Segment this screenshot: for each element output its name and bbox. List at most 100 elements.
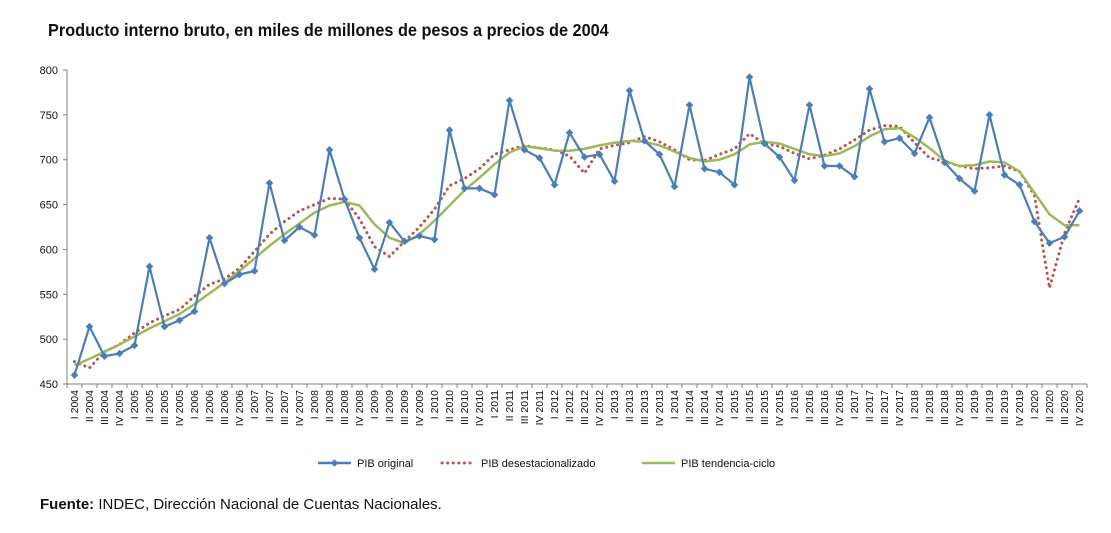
data-point-marker xyxy=(955,174,964,183)
data-point-marker xyxy=(145,262,154,271)
data-point-marker xyxy=(805,101,814,109)
legend: PIB original PIB desestacionalizado PIB te… xyxy=(318,458,775,470)
data-point-marker xyxy=(175,316,184,325)
data-point-marker xyxy=(820,162,829,170)
data-point-marker xyxy=(1045,239,1054,247)
x-tick-label: III 2019 xyxy=(999,390,1011,425)
data-point-marker xyxy=(835,162,844,170)
data-point-marker xyxy=(970,187,979,195)
x-tick-label: IV 2009 xyxy=(414,390,426,426)
legend-item-0: PIB original xyxy=(318,458,413,470)
x-tick-label: II 2015 xyxy=(744,390,756,422)
x-tick-label: II 2018 xyxy=(924,390,936,422)
data-point-marker xyxy=(310,231,319,239)
x-tick-label: II 2009 xyxy=(384,390,396,422)
x-tick-label: II 2012 xyxy=(564,390,576,422)
data-point-marker xyxy=(130,341,139,350)
data-point-marker xyxy=(385,218,394,227)
data-point-marker xyxy=(445,126,454,134)
data-point-marker xyxy=(925,113,934,122)
data-point-marker xyxy=(685,101,694,109)
x-tick-label: IV 2014 xyxy=(714,390,726,426)
x-tick-label: IV 2013 xyxy=(654,390,666,426)
x-tick-label: II 2011 xyxy=(504,390,516,421)
legend-item-2: PIB tendencia-ciclo xyxy=(642,458,775,470)
source-label: Fuente: xyxy=(40,496,95,513)
x-tick-label: IV 2006 xyxy=(234,390,246,426)
x-tick-label: IV 2010 xyxy=(474,390,486,426)
x-tick-label: II 2005 xyxy=(144,390,156,422)
data-point-marker xyxy=(160,322,169,331)
x-tick-label: II 2014 xyxy=(684,390,696,422)
data-point-marker xyxy=(790,176,799,185)
data-point-marker xyxy=(115,349,124,358)
x-tick-label: III 2015 xyxy=(759,390,771,425)
legend-label: PIB desestacionalizado xyxy=(481,458,595,470)
x-tick-label: I 2020 xyxy=(1029,390,1041,419)
y-tick-label: 800 xyxy=(40,65,58,77)
data-point-marker xyxy=(1030,217,1039,226)
data-point-marker xyxy=(535,154,544,162)
data-point-marker xyxy=(610,177,619,186)
x-tick-label: II 2019 xyxy=(984,390,996,422)
y-tick-label: 650 xyxy=(40,200,58,212)
data-point-marker xyxy=(220,279,229,288)
y-tick-label: 600 xyxy=(40,244,58,256)
x-tick-label: II 2007 xyxy=(264,390,276,422)
data-point-marker xyxy=(940,158,949,167)
x-tick-label: II 2020 xyxy=(1044,390,1056,422)
x-tick-label: I 2014 xyxy=(669,390,681,419)
data-point-marker xyxy=(100,352,109,360)
data-point-marker xyxy=(355,233,364,242)
x-tick-label: III 2018 xyxy=(939,390,951,425)
y-tick-label: 500 xyxy=(40,334,58,346)
series-line-1 xyxy=(73,124,1081,370)
x-tick-label: II 2016 xyxy=(804,390,816,422)
x-tick-label: IV 2011 xyxy=(534,390,546,426)
x-tick-label: IV 2015 xyxy=(774,390,786,426)
x-tick-label: III 2009 xyxy=(399,390,411,425)
data-point-marker xyxy=(460,184,469,193)
legend-label: PIB tendencia-ciclo xyxy=(681,458,775,470)
data-point-marker xyxy=(1015,181,1024,189)
legend-marker xyxy=(330,459,339,467)
x-tick-label: I 2005 xyxy=(129,390,141,419)
x-tick-label: III 2016 xyxy=(819,390,831,425)
series-line-2 xyxy=(74,127,1080,367)
x-tick-label: IV 2018 xyxy=(954,390,966,426)
data-point-marker xyxy=(190,307,199,316)
series-line-0 xyxy=(73,76,1081,376)
x-tick-label: IV 2017 xyxy=(894,390,906,426)
data-point-marker xyxy=(1060,233,1069,241)
x-tick-label: I 2017 xyxy=(849,390,861,419)
data-point-marker xyxy=(775,153,784,161)
data-point-marker xyxy=(250,267,259,275)
data-point-marker xyxy=(475,184,484,193)
data-point-marker xyxy=(910,149,919,158)
source-note: Fuente: INDEC, Dirección Nacional de Cue… xyxy=(40,496,442,513)
x-tick-label: III 2006 xyxy=(219,390,231,425)
x-tick-label: III 2005 xyxy=(159,390,171,425)
x-tick-label: I 2012 xyxy=(549,390,561,419)
data-point-marker xyxy=(490,190,499,199)
data-point-marker xyxy=(595,150,604,159)
data-point-marker xyxy=(700,164,709,173)
legend-item-1: PIB desestacionalizado xyxy=(440,458,595,470)
data-point-marker xyxy=(865,85,874,93)
data-point-marker xyxy=(670,182,679,191)
x-tick-label: II 2017 xyxy=(864,390,876,422)
source-text: INDEC, Dirección Nacional de Cuentas Nac… xyxy=(94,496,442,513)
x-tick-label: IV 2012 xyxy=(594,390,606,426)
x-tick-label: III 2011 xyxy=(519,390,531,424)
x-tick-label: III 2008 xyxy=(339,390,351,425)
data-point-marker xyxy=(505,96,514,105)
x-tick-label: IV 2007 xyxy=(294,390,306,426)
x-tick-label: III 2013 xyxy=(639,390,651,425)
data-point-marker xyxy=(850,172,859,181)
x-tick-label: III 2012 xyxy=(579,390,591,425)
x-tick-label: I 2006 xyxy=(189,390,201,419)
data-point-marker xyxy=(655,150,664,159)
x-tick-label: IV 2005 xyxy=(174,390,186,426)
